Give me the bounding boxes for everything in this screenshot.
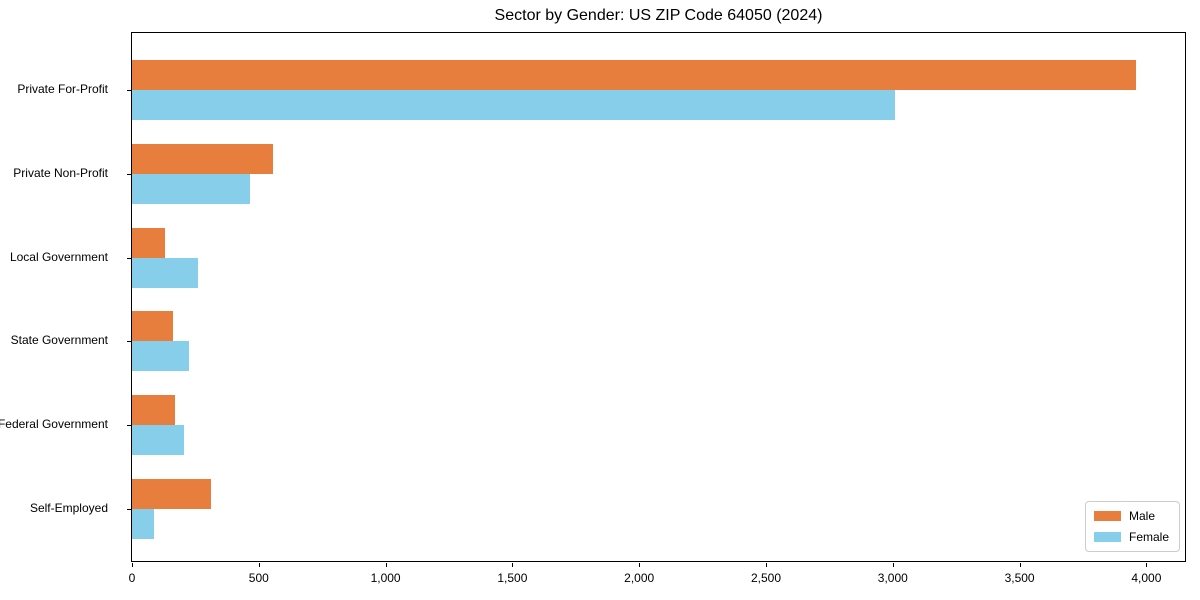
- y-tick-mark: [127, 90, 131, 91]
- legend-item-male: Male: [1093, 509, 1169, 523]
- x-tick-mark: [639, 563, 641, 567]
- x-tick-mark: [766, 563, 767, 567]
- bar-female: [132, 173, 250, 204]
- x-tick-label: 1,000: [370, 571, 401, 585]
- x-tick-label: 2,500: [750, 571, 782, 585]
- x-tick-mark: [132, 563, 133, 567]
- x-tick-label: 3,500: [1004, 571, 1035, 585]
- y-tick-mark: [127, 257, 131, 259]
- bar-group: [132, 479, 1185, 539]
- y-tick-label: Self-Employed: [29, 501, 108, 515]
- x-tick-label: 3,000: [877, 571, 908, 585]
- y-tick-label: Private Non-Profit: [13, 165, 108, 180]
- y-tick-label: Federal Government: [0, 417, 108, 432]
- bar-male: [132, 311, 173, 342]
- bar-female: [132, 90, 896, 120]
- bar-female: [132, 509, 154, 539]
- y-tick-label: State Government: [10, 333, 108, 348]
- x-tick-mark: [512, 563, 514, 567]
- legend: Male Female: [1084, 501, 1180, 552]
- legend-label-male: Male: [1128, 509, 1155, 523]
- female-swatch: [1093, 532, 1121, 542]
- bar-female: [132, 425, 184, 456]
- legend-item-female: Female: [1093, 530, 1169, 544]
- y-tick-mark: [127, 509, 131, 510]
- bar-male: [132, 395, 176, 426]
- bar-group: [132, 227, 1185, 288]
- bar-male: [132, 479, 211, 509]
- bar-group: [132, 395, 1185, 456]
- bar-male: [132, 227, 165, 258]
- y-tick-label: Local Government: [9, 249, 108, 264]
- plot-area: Private For-Profit Private Non-Profit Loca…: [0, 32, 1186, 585]
- x-tick-label: 0: [128, 571, 136, 585]
- bar-group: [132, 311, 1185, 372]
- x-tick-label: 500: [248, 571, 269, 585]
- x-tick-mark: [258, 563, 260, 567]
- x-tick-label: 2,000: [624, 571, 655, 585]
- bar-group: [132, 60, 1185, 120]
- male-swatch: [1093, 511, 1121, 521]
- x-tick-mark: [385, 563, 387, 567]
- bar-group: [132, 143, 1185, 204]
- y-tick-mark: [127, 173, 131, 175]
- y-tick-mark: [127, 425, 131, 427]
- bar-male: [132, 60, 1137, 90]
- x-tick-mark: [1019, 563, 1021, 567]
- x-tick-label: 1,500: [497, 571, 528, 585]
- bar-male: [132, 143, 273, 174]
- legend-label-female: Female: [1128, 530, 1169, 544]
- bar-female: [132, 341, 190, 372]
- chart-title: Sector by Gender: US ZIP Code 64050 (202…: [494, 7, 823, 24]
- bar-female: [132, 257, 198, 288]
- y-tick-label: Private For-Profit: [17, 82, 108, 96]
- y-tick-mark: [127, 341, 131, 343]
- x-tick-mark: [892, 563, 894, 567]
- x-tick-mark: [1146, 563, 1148, 567]
- x-tick-label: 4,000: [1131, 571, 1162, 585]
